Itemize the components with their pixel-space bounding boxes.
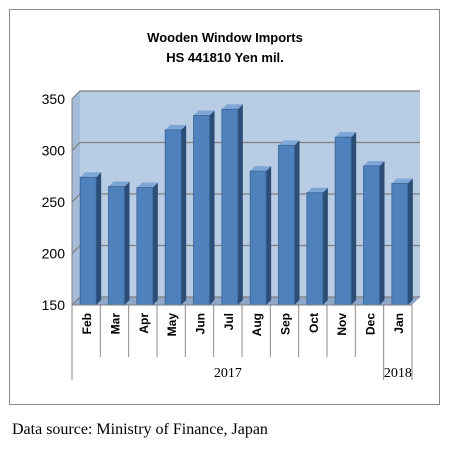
- chart-frame: Wooden Window Imports HS 441810 Yen mil.…: [9, 9, 440, 405]
- bar-side: [322, 187, 328, 305]
- chart-title: Wooden Window Imports: [147, 30, 303, 45]
- y-tick-label: 200: [42, 246, 66, 262]
- bar-top: [391, 178, 413, 184]
- gridline: [71, 141, 420, 151]
- bar-side: [266, 166, 272, 305]
- bar: [306, 192, 324, 306]
- source-note: Data source: Ministry of Finance, Japan: [12, 421, 268, 438]
- x-tick-label: Jul: [222, 313, 236, 330]
- x-tick-label: Nov: [335, 313, 349, 336]
- bar-side: [209, 110, 215, 305]
- bar-side: [351, 132, 357, 305]
- bar: [391, 183, 409, 306]
- x-tick-label: Feb: [80, 313, 94, 334]
- bar: [278, 144, 295, 306]
- x-tick-label: Apr: [137, 313, 151, 334]
- bar-top: [221, 104, 243, 110]
- bar-side: [379, 160, 385, 305]
- bar: [108, 186, 125, 306]
- y-tick-label: 350: [42, 91, 66, 107]
- bar: [363, 165, 380, 306]
- bar: [164, 129, 182, 306]
- x-tick-label: Jun: [194, 313, 208, 334]
- bar: [221, 108, 239, 306]
- bar: [334, 136, 352, 306]
- x-tick-label: Dec: [364, 313, 378, 335]
- bar-top: [306, 187, 328, 193]
- chart-svg: Wooden Window Imports HS 441810 Yen mil.…: [42, 30, 420, 381]
- bar-side: [96, 172, 102, 305]
- x-tick-label: Mar: [109, 313, 123, 335]
- bar-side: [237, 104, 243, 305]
- bar-top: [108, 181, 130, 187]
- plot-area: 150 200 250 300 350 Feb Mar Apr May Jun Jul Aug Sep O…: [42, 90, 420, 381]
- x-tick-label: Sep: [279, 313, 293, 335]
- bar-top: [80, 172, 102, 178]
- bar-top: [136, 182, 158, 188]
- year-label: 2018: [384, 366, 412, 381]
- bar-top: [250, 166, 272, 172]
- bar-side: [181, 124, 187, 306]
- bar-top: [193, 110, 215, 116]
- bar-top: [165, 124, 187, 130]
- y-tick-label: 250: [42, 194, 66, 210]
- plot-floor: [72, 297, 420, 305]
- bar: [79, 176, 97, 306]
- bar-side: [294, 140, 300, 305]
- x-tick-label: Oct: [307, 313, 321, 333]
- bar: [249, 170, 267, 306]
- x-tick-label: May: [165, 313, 179, 337]
- chart-subtitle: HS 441810 Yen mil.: [166, 50, 284, 65]
- bar-top: [278, 140, 300, 146]
- bar-side: [124, 181, 130, 305]
- bar: [193, 115, 210, 306]
- year-label: 2017: [214, 366, 242, 381]
- bar-side: [407, 178, 413, 305]
- y-tick-label: 300: [42, 143, 66, 159]
- y-tick-label: 150: [42, 297, 66, 313]
- bar-side: [152, 182, 158, 305]
- bar-top: [363, 160, 385, 166]
- x-tick-label: Jan: [392, 313, 406, 334]
- gridline: [71, 90, 420, 100]
- bar-top: [335, 132, 357, 138]
- bar: [136, 187, 154, 306]
- x-tick-label: Aug: [250, 313, 264, 336]
